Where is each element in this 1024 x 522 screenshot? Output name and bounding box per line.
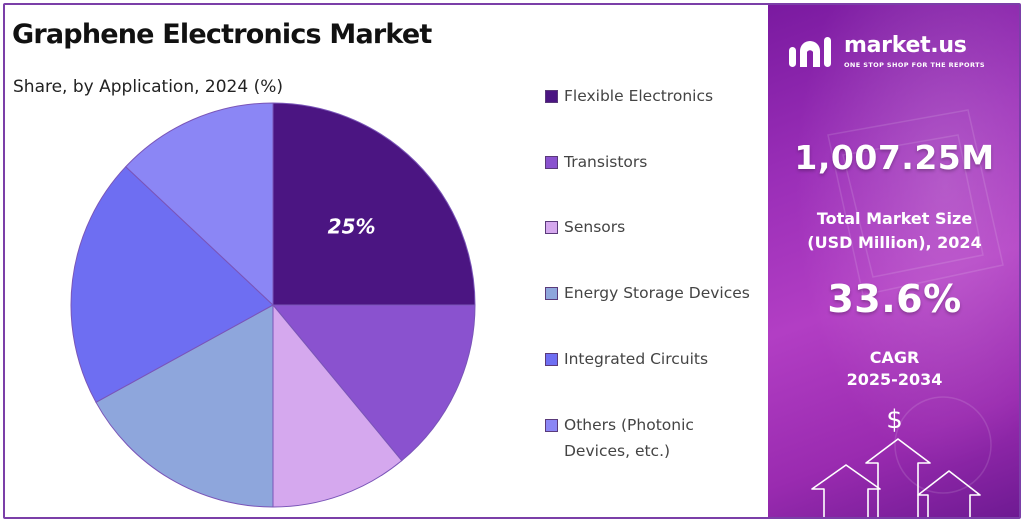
pie-chart: 25% <box>70 102 476 508</box>
brand-tagline: ONE STOP SHOP FOR THE REPORTS <box>844 61 985 69</box>
pie-slice-1 <box>272 102 476 306</box>
brand-logo-icon <box>789 37 831 67</box>
pie-slice-6 <box>125 102 274 307</box>
cagr-label-line1: CAGR <box>869 348 920 367</box>
cagr-label-line2: 2025-2034 <box>846 370 943 389</box>
brand-name: market.us <box>844 33 967 58</box>
legend-swatch <box>545 90 558 103</box>
legend-swatch <box>545 221 558 234</box>
market-summary-panel: market.us ONE STOP SHOP FOR THE REPORTS … <box>768 5 1019 517</box>
market-size-label-line1: Total Market Size <box>816 209 973 228</box>
pie-slice-5 <box>70 166 274 403</box>
pie-slice-2 <box>271 304 476 462</box>
legend-label: Transistors <box>564 153 648 171</box>
infographic-frame: Graphene Electronics Market Share, by Ap… <box>3 3 1021 519</box>
panel-sheen <box>768 5 1019 517</box>
legend-swatch <box>545 353 558 366</box>
pie-slice-4 <box>95 304 274 508</box>
dollar-icon: $ <box>886 405 903 435</box>
chart-title: Graphene Electronics Market <box>12 19 432 50</box>
background-decoration <box>811 109 1004 517</box>
pie-data-label-1: 25% <box>328 214 376 238</box>
pie-slice-3 <box>272 303 403 508</box>
chart-panel: Graphene Electronics Market Share, by Ap… <box>5 5 768 517</box>
cagr-value: 33.6% <box>827 277 962 321</box>
legend-label: Integrated Circuits <box>564 350 709 368</box>
legend-label: Others (Photonic Devices, etc.) <box>564 416 694 460</box>
growth-arrows-icon <box>811 438 981 517</box>
legend-swatch <box>545 419 558 432</box>
market-size-label-line2: (USD Million), 2024 <box>807 233 982 252</box>
legend-label: Sensors <box>564 218 626 236</box>
chart-subtitle: Share, by Application, 2024 (%) <box>13 77 283 97</box>
legend-label: Flexible Electronics <box>564 87 714 105</box>
legend-swatch <box>545 287 558 300</box>
brand-logo: market.us ONE STOP SHOP FOR THE REPORTS <box>786 31 1006 75</box>
legend-swatch <box>545 156 558 169</box>
market-size-value: 1,007.25M <box>794 138 995 177</box>
legend-label: Energy Storage Devices <box>564 284 750 302</box>
